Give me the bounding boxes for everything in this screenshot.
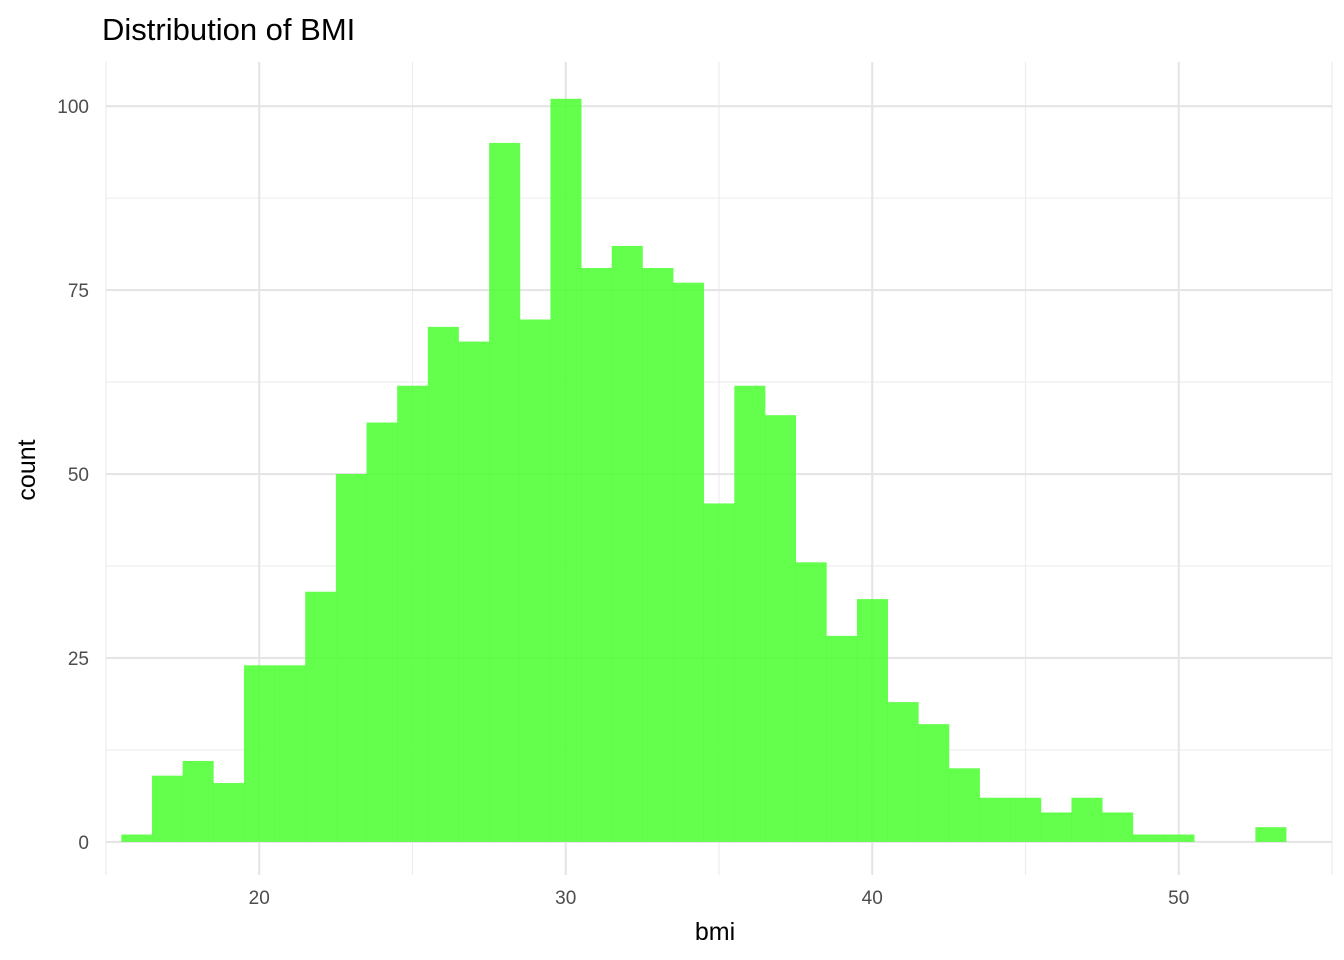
histogram-bar: [795, 562, 827, 842]
histogram-bar: [550, 98, 582, 842]
histogram-bar: [305, 591, 337, 842]
histogram-bar: [764, 415, 797, 842]
histogram-bar: [427, 326, 459, 842]
histogram-bar: [642, 268, 674, 842]
y-axis-title: count: [13, 439, 41, 500]
histogram-bar: [274, 665, 306, 842]
histogram-bar: [611, 245, 643, 842]
histogram-bar: [581, 268, 613, 842]
histogram-bar: [458, 341, 490, 842]
bars-layer: [121, 98, 1287, 842]
histogram-bar: [856, 599, 888, 842]
histogram-bar: [1102, 812, 1134, 842]
histogram-bar: [121, 834, 153, 842]
histogram-bar: [519, 319, 551, 842]
histogram-bar: [734, 385, 766, 842]
x-tick-label: 50: [1168, 888, 1189, 909]
histogram-bar: [887, 702, 919, 842]
histogram-bar: [397, 385, 429, 842]
histogram-bar: [979, 797, 1011, 842]
histogram-bar: [1010, 797, 1042, 842]
histogram-bar: [335, 474, 367, 842]
y-tick-label: 100: [57, 97, 89, 118]
histogram-bar: [1132, 834, 1164, 842]
histogram-bar: [1071, 797, 1103, 842]
y-tick-label: 0: [78, 833, 89, 854]
y-tick-label: 75: [68, 281, 89, 302]
y-tick-label: 25: [68, 649, 89, 670]
histogram-bar: [1040, 812, 1072, 842]
x-tick-label: 40: [862, 888, 883, 909]
histogram-bar: [826, 635, 858, 842]
histogram-bar: [1163, 834, 1195, 842]
histogram-bar: [703, 503, 735, 842]
x-axis-title: bmi: [695, 918, 735, 946]
histogram-bar: [151, 775, 184, 842]
histogram-bar: [918, 724, 950, 842]
chart-title: Distribution of BMI: [102, 12, 355, 47]
histogram-bar: [366, 422, 398, 842]
histogram-bar: [182, 760, 214, 842]
histogram-bar: [948, 768, 980, 842]
histogram-bar: [489, 142, 521, 842]
x-tick-label: 30: [555, 888, 576, 909]
histogram-bar: [243, 665, 275, 842]
tick-labels-layer: 20 30 40 50 0 25 50 75 100: [57, 97, 1189, 909]
x-tick-label: 20: [249, 888, 270, 909]
histogram-bar: [673, 282, 705, 842]
histogram-bar: [1255, 827, 1287, 842]
y-tick-label: 50: [68, 465, 89, 486]
histogram-bar: [213, 783, 245, 842]
